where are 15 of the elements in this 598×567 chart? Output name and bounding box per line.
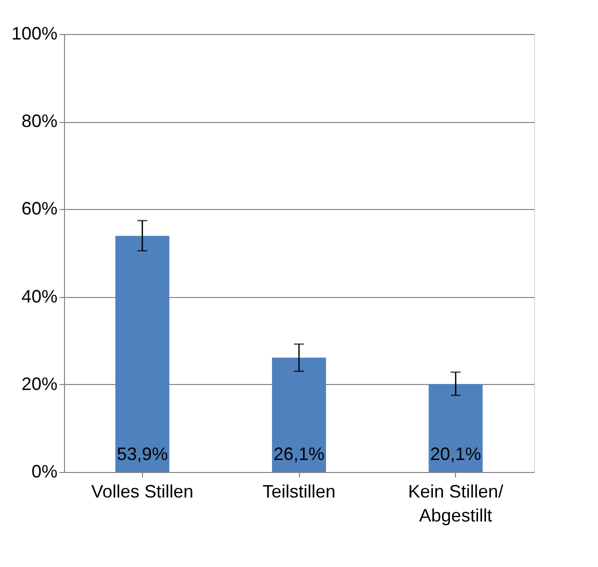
y-tick-label: 40% (21, 286, 58, 306)
bar (115, 236, 170, 472)
x-tick-label: Volles Stillen (91, 482, 194, 502)
x-tick-label: Teilstillen (262, 482, 336, 502)
y-tick-label: 20% (21, 374, 58, 394)
data-label: 53,9% (116, 444, 168, 464)
x-tick-label: Kein Stillen/ Abgestillt (408, 482, 504, 526)
data-label: 20,1% (430, 444, 482, 464)
bar (272, 358, 326, 472)
y-tick-label: 100% (11, 24, 58, 44)
y-tick-label: 0% (31, 462, 58, 482)
bar (428, 384, 483, 472)
data-label: 26,1% (273, 444, 325, 464)
y-tick-label: 80% (21, 111, 58, 132)
y-tick-label: 60% (21, 198, 58, 219)
